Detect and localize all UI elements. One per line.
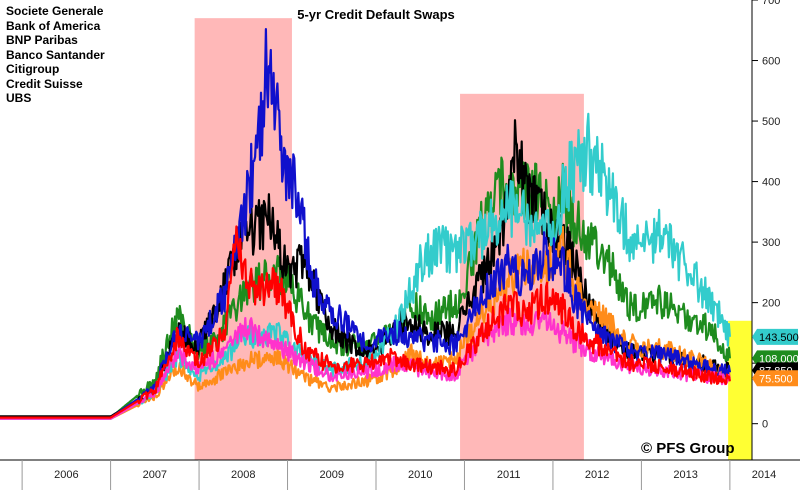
legend-item-banco-santander: Banco Santander <box>6 47 105 62</box>
y-tick-label: 600 <box>762 56 780 68</box>
x-tick-label: 2013 <box>673 469 697 481</box>
x-tick-label: 2007 <box>143 469 167 481</box>
svg-text:143.500: 143.500 <box>759 332 799 344</box>
watermark: © PFS Group <box>641 440 735 457</box>
svg-text:75.500: 75.500 <box>759 373 793 385</box>
y-tick-label: 300 <box>762 237 780 249</box>
value-tag-banco-santander: 143.500 <box>752 328 799 345</box>
series-line-bnp-paribas <box>0 225 731 420</box>
y-tick-label: 700 <box>762 0 780 7</box>
x-tick-label: 2009 <box>320 469 344 481</box>
x-tick-label: 2014 <box>752 469 776 481</box>
value-tag-societe-generale: 108.000 <box>752 350 799 367</box>
x-tick-label: 2012 <box>585 469 609 481</box>
series-lines <box>0 28 731 420</box>
x-tick-label: 2008 <box>231 469 255 481</box>
y-tick-label: 0 <box>762 419 768 431</box>
series-line-ubs <box>0 225 731 419</box>
legend-item-bank-of-america: Bank of America <box>6 18 101 33</box>
x-tick-label: 2006 <box>54 469 78 481</box>
x-tick-label: 2010 <box>408 469 432 481</box>
y-tick-label: 400 <box>762 177 780 189</box>
x-tick-label: 2011 <box>497 469 521 481</box>
legend-item-credit-suisse: Credit Suisse <box>6 76 83 91</box>
legend-item-bnp-paribas: BNP Paribas <box>6 33 78 47</box>
chart-title: 5-yr Credit Default Swaps <box>297 7 455 22</box>
legend-item-citigroup: Citigroup <box>6 62 60 76</box>
series-line-credit-suisse <box>0 307 731 420</box>
svg-text:108.000: 108.000 <box>759 353 799 365</box>
y-tick-label: 500 <box>762 116 780 128</box>
legend-item-ubs: UBS <box>6 91 32 105</box>
legend-item-societe-generale: Societe Generale <box>6 4 104 18</box>
legend: Societe Generale Bank of America BNP Par… <box>6 4 105 106</box>
value-tag-bnp-paribas: 75.500 <box>752 370 798 387</box>
shaded-period-2 <box>728 320 752 460</box>
y-tick-label: 200 <box>762 298 780 310</box>
